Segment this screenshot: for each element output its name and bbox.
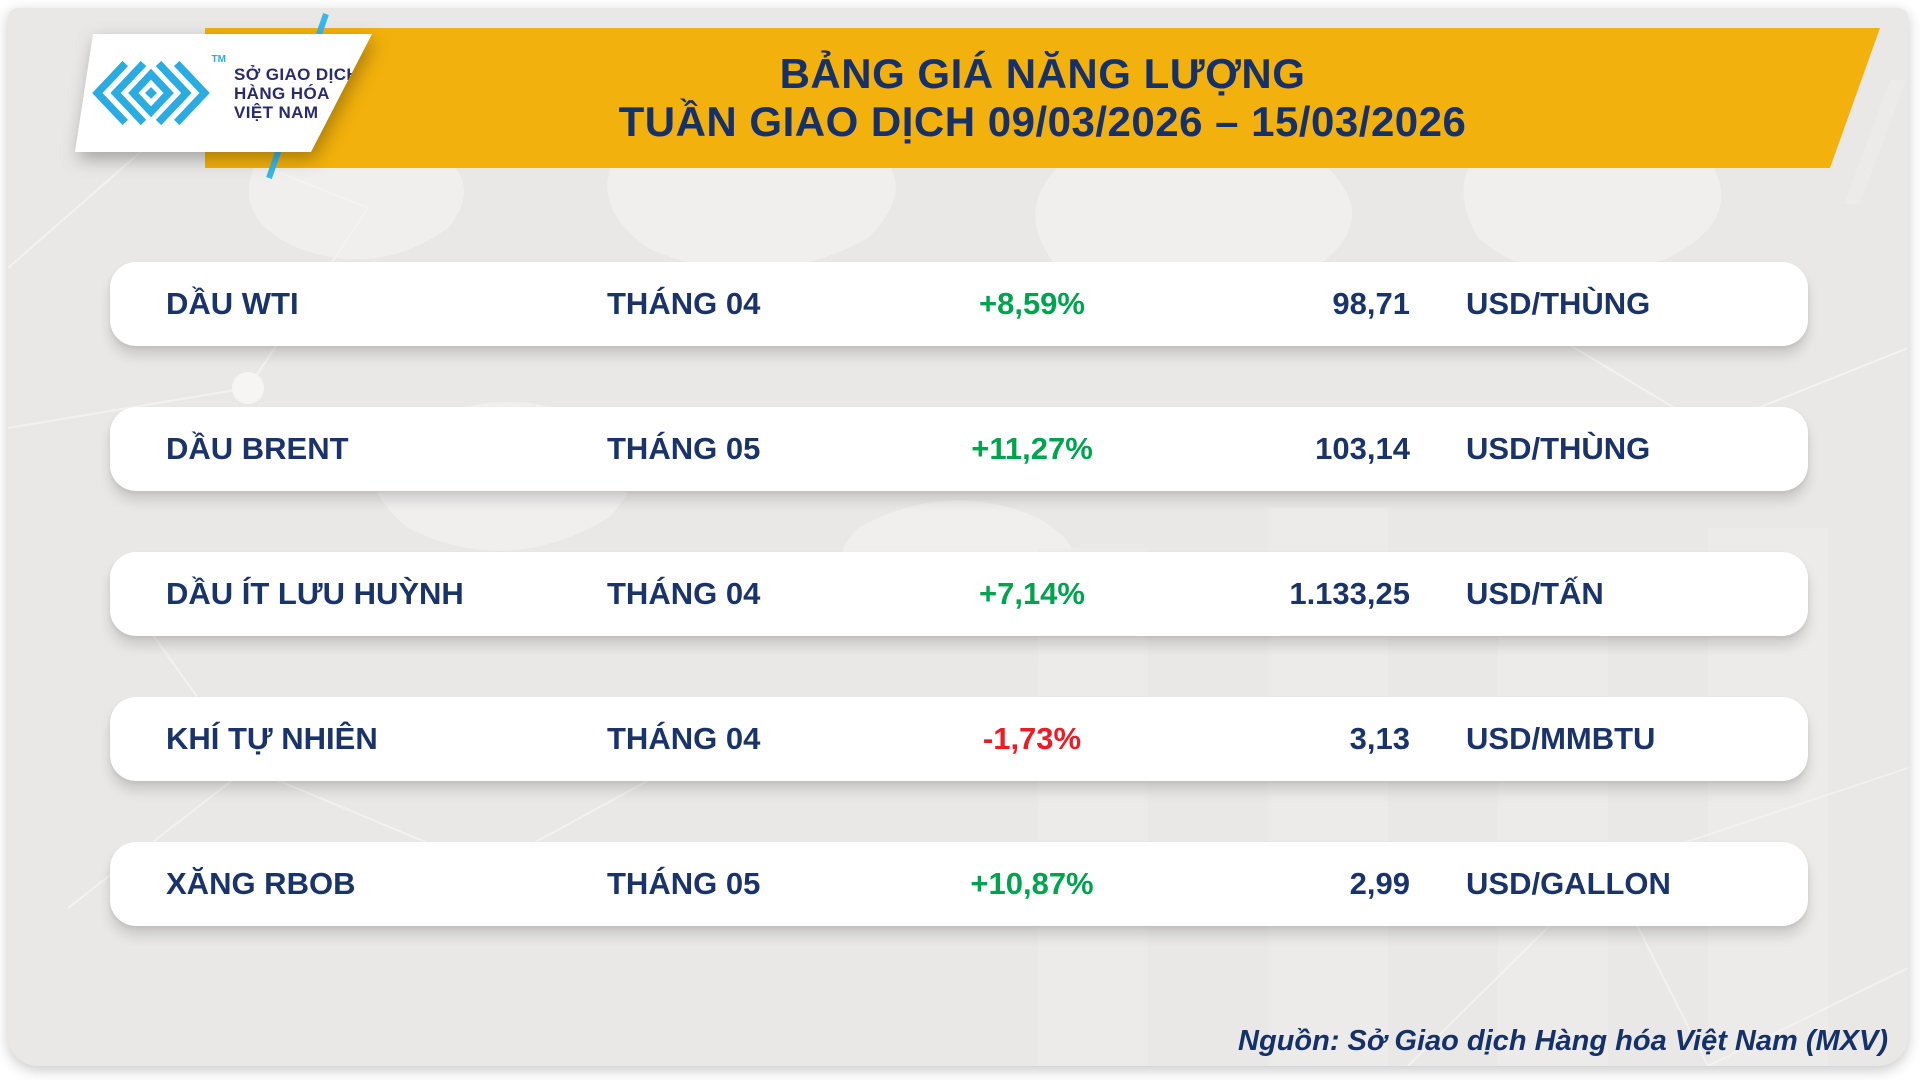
title-banner: BẢNG GIÁ NĂNG LƯỢNG TUẦN GIAO DỊCH 09/03…: [205, 28, 1880, 168]
contract-month: THÁNG 05: [607, 431, 761, 466]
mxv-logo-box: TM SỞ GIAO DỊCH HÀNG HÓA VIỆT NAM: [70, 34, 372, 152]
exchange-name: SỞ GIAO DỊCH HÀNG HÓA VIỆT NAM: [234, 65, 359, 122]
commodity-name: KHÍ TỰ NHIÊN: [166, 721, 378, 756]
exchange-name-line1: SỞ GIAO DỊCH: [234, 64, 360, 84]
price-value: 98,71: [1332, 286, 1410, 321]
price-table: DẦU WTI THÁNG 04 +8,59% 98,71 USD/THÙNG …: [110, 262, 1808, 926]
mxv-logo-plate: TM SỞ GIAO DỊCH HÀNG HÓA VIỆT NAM: [70, 34, 372, 152]
price-value: 3,13: [1349, 721, 1410, 756]
exchange-name-line3: VIỆT NAM: [234, 102, 319, 122]
weekly-change-percent: -1,73%: [982, 721, 1082, 756]
commodity-name: DẦU ÍT LƯU HUỲNH: [166, 576, 464, 611]
table-row: DẦU WTI THÁNG 04 +8,59% 98,71 USD/THÙNG: [110, 262, 1808, 346]
exchange-name-line2: HÀNG HÓA: [234, 83, 330, 103]
weekly-change-percent: +11,27%: [971, 431, 1093, 466]
price-unit: USD/GALLON: [1466, 866, 1671, 901]
price-value: 1.133,25: [1289, 576, 1410, 611]
weekly-change-percent: +7,14%: [978, 576, 1085, 611]
contract-month: THÁNG 04: [607, 721, 761, 756]
commodity-name: DẦU WTI: [166, 286, 299, 321]
table-row: DẦU BRENT THÁNG 05 +11,27% 103,14 USD/TH…: [110, 407, 1808, 491]
price-unit: USD/THÙNG: [1466, 431, 1651, 466]
commodity-name: DẦU BRENT: [166, 431, 349, 466]
price-unit: USD/MMBTU: [1466, 721, 1656, 756]
source-credit: Nguồn: Sở Giao dịch Hàng hóa Việt Nam (M…: [1238, 1025, 1888, 1057]
trademark-symbol: TM: [211, 54, 226, 65]
page-subtitle-week-range: TUẦN GIAO DỊCH 09/03/2026 – 15/03/2026: [618, 98, 1467, 145]
mxv-diamond-chevrons-icon: TM: [92, 58, 210, 128]
price-unit: USD/TẤN: [1466, 576, 1604, 611]
price-board-canvas: BẢNG GIÁ NĂNG LƯỢNG TUẦN GIAO DỊCH 09/03…: [8, 8, 1908, 1066]
weekly-change-percent: +8,59%: [978, 286, 1085, 321]
weekly-change-percent: +10,87%: [970, 866, 1094, 901]
price-value: 2,99: [1349, 866, 1410, 901]
price-value: 103,14: [1315, 431, 1410, 466]
contract-month: THÁNG 05: [607, 866, 761, 901]
price-unit: USD/THÙNG: [1466, 286, 1651, 321]
commodity-name: XĂNG RBOB: [166, 866, 356, 901]
table-row: XĂNG RBOB THÁNG 05 +10,87% 2,99 USD/GALL…: [110, 842, 1808, 926]
page-title: BẢNG GIÁ NĂNG LƯỢNG: [779, 50, 1306, 97]
table-row: KHÍ TỰ NHIÊN THÁNG 04 -1,73% 3,13 USD/MM…: [110, 697, 1808, 781]
contract-month: THÁNG 04: [607, 286, 761, 321]
table-row: DẦU ÍT LƯU HUỲNH THÁNG 04 +7,14% 1.133,2…: [110, 552, 1808, 636]
contract-month: THÁNG 04: [607, 576, 761, 611]
